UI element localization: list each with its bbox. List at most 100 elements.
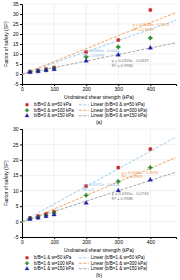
y-tick-label: 5	[16, 61, 19, 67]
y-tick-label: 15	[13, 172, 19, 178]
point	[36, 215, 41, 219]
legend-marker	[25, 261, 29, 265]
y-tick-mark	[20, 129, 22, 130]
y-tick-label: 0	[16, 219, 19, 225]
regression-line	[22, 20, 176, 74]
x-tick-label: 300	[115, 239, 124, 245]
point	[84, 58, 89, 62]
y-tick-label: 25	[13, 21, 19, 27]
y-tick-label: 15	[13, 41, 19, 47]
legend-line	[79, 115, 89, 116]
y-tick-label: 0	[16, 71, 19, 77]
y-tick-mark	[20, 14, 22, 15]
y-tick-mark	[20, 206, 22, 207]
point	[149, 148, 152, 151]
y-tick-mark	[20, 44, 22, 45]
grid-line-x	[118, 4, 119, 84]
grid-line-x	[150, 129, 151, 237]
legend-item: b/B=1 & w=100 kPa	[25, 261, 74, 266]
x-axis: 0100200300400	[21, 237, 176, 245]
point	[37, 69, 40, 72]
panel: 0100200300400-5051015202530y = 0.0571x -…	[3, 126, 177, 278]
grid-line-x	[86, 4, 87, 84]
legend-item: b/B=0 & w=150 kPa	[25, 113, 74, 118]
y-tick-mark	[20, 222, 22, 223]
y-tick: 30	[13, 126, 22, 132]
legend-marker	[25, 266, 29, 269]
legend-label: Linear (b/B=1 & w=50 kPa)	[91, 255, 146, 260]
y-tick-label: 5	[16, 203, 19, 209]
y-tick-label: 25	[13, 142, 19, 148]
legend-label: Linear (b/B=0 & w=300 kPa)	[91, 108, 148, 113]
y-tick-mark	[20, 24, 22, 25]
legend: b/B=0 & w=50 kPab/B=0 & w=100 kPab/B=0 &…	[25, 102, 148, 118]
y-tick-mark	[20, 84, 22, 85]
legend-line	[79, 104, 89, 105]
legend-line	[79, 257, 89, 258]
legend-label: Linear (b/B=0 & w=150 kPa)	[91, 113, 148, 118]
point	[117, 166, 120, 169]
x-tick-label: 200	[82, 86, 91, 92]
y-tick: 15	[13, 41, 22, 47]
legend-marker	[26, 256, 29, 259]
panel-title: (a)	[96, 119, 102, 125]
y-tick: -5	[14, 81, 22, 87]
legend-label: b/B=0 & w=50 kPa	[34, 102, 72, 107]
x-tick: 100	[50, 84, 59, 92]
chart-svg: 0100200300400-505101520253035y = 0.0560x…	[0, 0, 180, 280]
annotation: y = 0.0326x - 0.0329R² = 0.9984	[112, 58, 149, 67]
point	[36, 69, 40, 73]
y-tick-label: 30	[13, 126, 19, 132]
grid-line-y	[22, 159, 176, 160]
annotation: y = 0.0560x - 0.0412R² = 0.9999	[83, 48, 120, 57]
panel-title: (b)	[96, 272, 102, 278]
legend-item: Linear (b/B=1 & w=150 kPa)	[79, 266, 148, 271]
y-tick-label: 10	[13, 188, 19, 194]
y-tick-mark	[20, 144, 22, 145]
y-axis-line	[20, 5, 23, 85]
annotation-line: R² = 0.9984	[112, 63, 134, 68]
y-tick-mark	[20, 54, 22, 55]
legend-marker	[26, 103, 29, 106]
y-tick: 5	[16, 61, 22, 67]
x-tick-label: 200	[82, 239, 91, 245]
legend-marker	[25, 113, 29, 116]
legend-item: b/B=0 & w=50 kPa	[26, 102, 72, 107]
point	[36, 69, 41, 73]
legend-item: b/B=0 & w=100 kPa	[25, 108, 74, 113]
legend-item: Linear (b/B=0 & w=50 kPa)	[79, 102, 146, 107]
annotation: y = 0.0571x - 0.0316R² = 1	[83, 182, 120, 191]
y-tick-label: 20	[13, 31, 19, 37]
legend-item: b/B=1 & w=150 kPa	[25, 266, 74, 271]
point	[148, 177, 153, 181]
point	[84, 200, 89, 204]
y-tick-mark	[20, 237, 22, 238]
x-tick-label: 400	[147, 239, 156, 245]
grid-line-y	[22, 64, 176, 65]
annotation: y = 0.0648x - 0.3170R² = 0.9999	[133, 22, 170, 31]
x-tick-label: 100	[50, 86, 59, 92]
point	[28, 216, 32, 220]
y-tick-mark	[20, 74, 22, 75]
point	[36, 215, 40, 219]
y-axis: -5051015202530	[13, 126, 23, 240]
annotation: y = 0.0440x - 0.3536R² = 0.9999	[121, 170, 158, 179]
scatter-series	[28, 45, 153, 73]
grid-line-y	[22, 175, 176, 176]
legend-item: Linear (b/B=1 & w=300 kPa)	[79, 261, 148, 266]
regression-line	[22, 12, 176, 74]
point	[52, 67, 57, 71]
legend-label: b/B=0 & w=150 kPa	[34, 113, 74, 118]
y-tick: 5	[16, 203, 22, 209]
annotation-line: R² = 0.9999	[121, 174, 143, 179]
annotation-line: R² = 0.9988	[112, 196, 134, 201]
point	[117, 39, 120, 42]
grid-line-y	[22, 206, 176, 207]
legend-line	[79, 268, 89, 269]
grid-line-y	[22, 129, 176, 130]
grid-line-y	[22, 14, 176, 15]
y-tick-mark	[20, 160, 22, 161]
point	[84, 193, 88, 197]
grid-line-y	[22, 4, 176, 5]
annotation-line: R² = 0.9999	[133, 27, 155, 32]
